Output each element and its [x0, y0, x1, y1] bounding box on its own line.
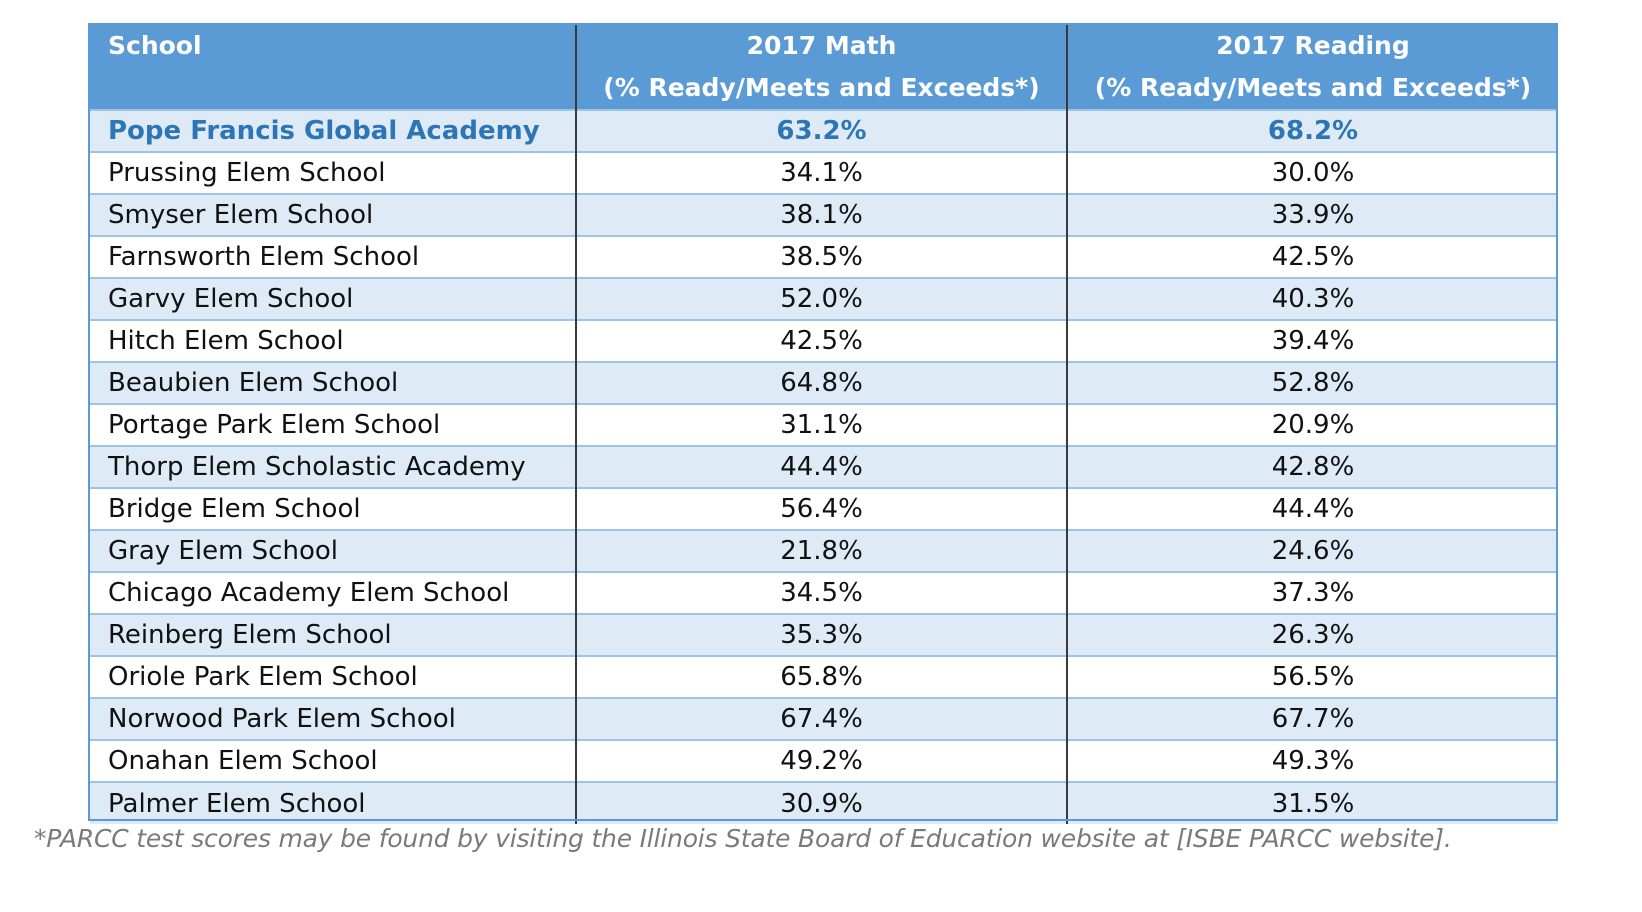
- math-score-cell: 64.8%: [576, 361, 1068, 404]
- school-name-cell: Pope Francis Global Academy: [90, 109, 577, 152]
- header-math-subtitle: (% Ready/Meets and Exceeds*): [603, 73, 1040, 102]
- school-name-cell: Gray Elem School: [90, 529, 577, 572]
- table-row: Farnsworth Elem School 38.5% 42.5%: [90, 235, 1558, 278]
- reading-score-cell: 31.5%: [1067, 781, 1558, 824]
- table-row: Reinberg Elem School 35.3% 26.3%: [90, 613, 1558, 656]
- reading-score-cell: 49.3%: [1067, 739, 1558, 782]
- math-score-cell: 35.3%: [576, 613, 1068, 656]
- header-math: 2017 Math (% Ready/Meets and Exceeds*): [576, 25, 1068, 110]
- table-row: Thorp Elem Scholastic Academy 44.4% 42.8%: [90, 445, 1558, 488]
- school-name-cell: Reinberg Elem School: [90, 613, 577, 656]
- reading-score-cell: 26.3%: [1067, 613, 1558, 656]
- math-score-cell: 30.9%: [576, 781, 1068, 824]
- table-row: Garvy Elem School 52.0% 40.3%: [90, 277, 1558, 320]
- reading-score-cell: 33.9%: [1067, 193, 1558, 236]
- reading-score-cell: 20.9%: [1067, 403, 1558, 446]
- reading-score-cell: 44.4%: [1067, 487, 1558, 530]
- header-math-title: 2017 Math: [746, 31, 897, 60]
- school-name-cell: Bridge Elem School: [90, 487, 577, 530]
- math-score-cell: 34.5%: [576, 571, 1068, 614]
- school-name-cell: Chicago Academy Elem School: [90, 571, 577, 614]
- table-row: Chicago Academy Elem School 34.5% 37.3%: [90, 571, 1558, 614]
- reading-score-cell: 42.8%: [1067, 445, 1558, 488]
- table-row: Gray Elem School 21.8% 24.6%: [90, 529, 1558, 572]
- school-name-cell: Portage Park Elem School: [90, 403, 577, 446]
- header-school: School: [90, 25, 577, 110]
- table-row: Onahan Elem School 49.2% 49.3%: [90, 739, 1558, 782]
- header-school-label: School: [108, 31, 202, 60]
- school-name-cell: Oriole Park Elem School: [90, 655, 577, 698]
- reading-score-cell: 52.8%: [1067, 361, 1558, 404]
- math-score-cell: 63.2%: [576, 109, 1068, 152]
- math-score-cell: 67.4%: [576, 697, 1068, 740]
- reading-score-cell: 24.6%: [1067, 529, 1558, 572]
- table-row: Oriole Park Elem School 65.8% 56.5%: [90, 655, 1558, 698]
- table-row: Pope Francis Global Academy 63.2% 68.2%: [90, 109, 1558, 152]
- math-score-cell: 38.5%: [576, 235, 1068, 278]
- footnote: *PARCC test scores may be found by visit…: [34, 824, 1452, 853]
- school-name-cell: Farnsworth Elem School: [90, 235, 577, 278]
- math-score-cell: 31.1%: [576, 403, 1068, 446]
- reading-score-cell: 37.3%: [1067, 571, 1558, 614]
- table-row: Smyser Elem School 38.1% 33.9%: [90, 193, 1558, 236]
- header-reading-subtitle: (% Ready/Meets and Exceeds*): [1094, 73, 1532, 102]
- math-score-cell: 65.8%: [576, 655, 1068, 698]
- table-row: Bridge Elem School 56.4% 44.4%: [90, 487, 1558, 530]
- math-score-cell: 21.8%: [576, 529, 1068, 572]
- math-score-cell: 44.4%: [576, 445, 1068, 488]
- reading-score-cell: 56.5%: [1067, 655, 1558, 698]
- math-score-cell: 49.2%: [576, 739, 1068, 782]
- table-body: Pope Francis Global Academy 63.2% 68.2% Pru…: [90, 109, 1558, 824]
- reading-score-cell: 40.3%: [1067, 277, 1558, 320]
- school-name-cell: Beaubien Elem School: [90, 361, 577, 404]
- math-score-cell: 52.0%: [576, 277, 1068, 320]
- school-name-cell: Smyser Elem School: [90, 193, 577, 236]
- reading-score-cell: 30.0%: [1067, 151, 1558, 194]
- table-row: Portage Park Elem School 31.1% 20.9%: [90, 403, 1558, 446]
- header-reading-title: 2017 Reading: [1216, 31, 1410, 60]
- school-scores-table: School 2017 Math (% Ready/Meets and Exce…: [90, 25, 1558, 824]
- table-row: Norwood Park Elem School 67.4% 67.7%: [90, 697, 1558, 740]
- math-score-cell: 38.1%: [576, 193, 1068, 236]
- school-name-cell: Garvy Elem School: [90, 277, 577, 320]
- math-score-cell: 42.5%: [576, 319, 1068, 362]
- math-score-cell: 34.1%: [576, 151, 1068, 194]
- school-name-cell: Prussing Elem School: [90, 151, 577, 194]
- school-name-cell: Palmer Elem School: [90, 781, 577, 824]
- school-name-cell: Hitch Elem School: [90, 319, 577, 362]
- school-name-cell: Onahan Elem School: [90, 739, 577, 782]
- reading-score-cell: 68.2%: [1067, 109, 1558, 152]
- header-reading: 2017 Reading (% Ready/Meets and Exceeds*…: [1067, 25, 1558, 110]
- reading-score-cell: 39.4%: [1067, 319, 1558, 362]
- math-score-cell: 56.4%: [576, 487, 1068, 530]
- table-row: Prussing Elem School 34.1% 30.0%: [90, 151, 1558, 194]
- table-row: Hitch Elem School 42.5% 39.4%: [90, 319, 1558, 362]
- reading-score-cell: 67.7%: [1067, 697, 1558, 740]
- school-name-cell: Thorp Elem Scholastic Academy: [90, 445, 577, 488]
- table-header-row: School 2017 Math (% Ready/Meets and Exce…: [90, 25, 1558, 110]
- school-name-cell: Norwood Park Elem School: [90, 697, 577, 740]
- table-row: Palmer Elem School 30.9% 31.5%: [90, 781, 1558, 824]
- reading-score-cell: 42.5%: [1067, 235, 1558, 278]
- table-row: Beaubien Elem School 64.8% 52.8%: [90, 361, 1558, 404]
